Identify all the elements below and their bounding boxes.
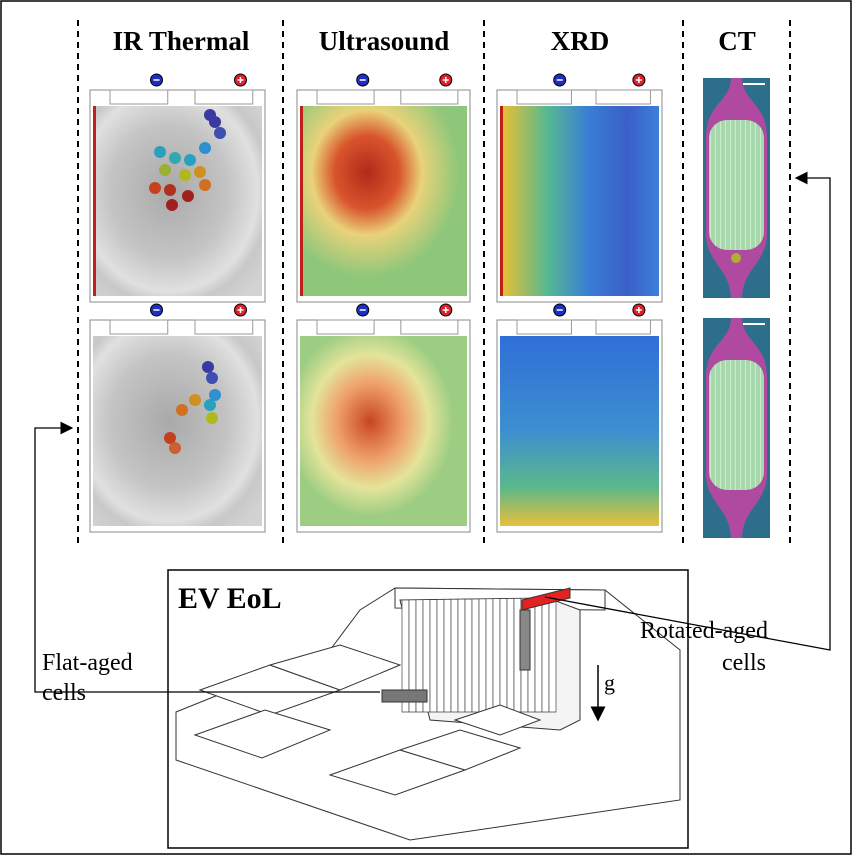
edge-bar [300,106,303,296]
tab [517,320,571,334]
rotated-label: Rotated-aged [640,618,768,644]
thermal-spot [206,372,218,384]
cell-slice [472,599,479,712]
thermal-spot [206,412,218,424]
tab [195,90,253,104]
thermal-spot [199,179,211,191]
thermal-spot [176,404,188,416]
thermal-spot [184,154,196,166]
flat-label: Flat-aged [42,650,133,676]
cell-slice [542,598,549,712]
figure: IR Thermal Ultrasound XRD CT EV EoL g Fl… [0,0,852,855]
tab [110,320,168,334]
tab [110,90,168,104]
gravity-label: g [604,670,615,695]
tab [317,90,374,104]
cell-slice [507,599,514,713]
edge-bar [93,106,96,296]
tab [596,90,650,104]
tab [317,320,374,334]
cell-slice [486,599,493,712]
thermal-spot [202,361,214,373]
cell-slice [437,600,444,713]
cell-image [300,106,467,296]
tab [517,90,571,104]
cell-image [500,336,659,526]
thermal-spot [164,184,176,196]
cell-slice [479,599,486,712]
rotated-label: cells [722,650,766,676]
thermal-spot [169,442,181,454]
thermal-spot [159,164,171,176]
header: CT [718,26,756,56]
thermal-spot [166,199,178,211]
cell-slice [535,598,542,712]
ct-particle [731,253,741,263]
thermal-spot [189,394,201,406]
thermal-spot [204,399,216,411]
thermal-spot [179,169,191,181]
ct-jellyroll [709,360,764,490]
tab [401,90,458,104]
thermal-spot [154,146,166,158]
flat-label: cells [42,680,86,706]
cell-image [93,336,262,526]
pack-title: EV EoL [178,582,282,615]
cell-image [300,336,467,526]
cell-slice [549,598,556,712]
cell-image [93,106,262,296]
thermal-spot [182,190,194,202]
cell-image [500,106,659,296]
tab [401,320,458,334]
header: IR Thermal [113,26,250,56]
thermal-spot [169,152,181,164]
cell-slice [451,599,458,712]
edge-bar [500,106,503,296]
thermal-spot [199,142,211,154]
tab [195,320,253,334]
cell-slice [500,599,507,712]
thermal-spot [214,127,226,139]
cell-slice [493,599,500,712]
ct-jellyroll [709,120,764,250]
cell-slice [444,599,451,712]
cell-slice [430,600,437,712]
cell-slice [465,599,472,712]
cell-slice [458,599,465,712]
thermal-spot [194,166,206,178]
header: XRD [551,26,610,56]
tab [596,320,650,334]
thermal-spot [149,182,161,194]
thermal-spot [209,116,221,128]
header: Ultrasound [319,26,450,56]
